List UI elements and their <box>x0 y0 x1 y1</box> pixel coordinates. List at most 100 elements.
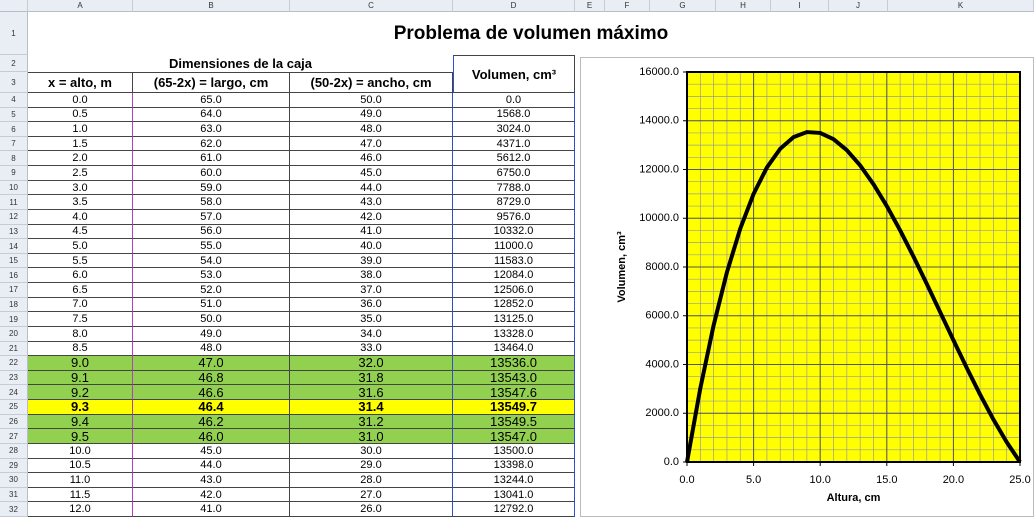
table-cell: 48.0 <box>290 122 453 137</box>
table-cell: 12.0 <box>28 502 133 517</box>
column-header: K <box>888 0 1034 12</box>
table-cell: 13500.0 <box>453 443 575 459</box>
table-cell: 10.5 <box>28 458 133 474</box>
table-cell: 46.0 <box>290 151 453 167</box>
row-header: 4 <box>0 93 28 108</box>
table-cell: 0.0 <box>28 93 133 108</box>
table-cell: 35.0 <box>290 312 453 327</box>
table-cell: 56.0 <box>133 224 290 240</box>
column-header: E <box>575 0 605 12</box>
table-cell: 8.0 <box>28 326 133 342</box>
table-cell: 29.0 <box>290 458 453 474</box>
table-cell: 45.0 <box>133 443 290 459</box>
table-cell: 9.4 <box>28 414 133 430</box>
table-cell: 26.0 <box>290 502 453 517</box>
row-header: 8 <box>0 151 28 167</box>
table-cell: 46.6 <box>133 385 290 401</box>
column-header: D <box>453 0 575 12</box>
table-cell: 46.4 <box>133 400 290 415</box>
table-cell: 5.5 <box>28 253 133 269</box>
table-cell: 11.0 <box>28 473 133 488</box>
column-title: (50-2x) = ancho, cm <box>290 72 453 93</box>
row-header: 22 <box>0 356 28 371</box>
row-header: 1 <box>0 12 28 55</box>
table-cell: 49.0 <box>133 326 290 342</box>
table-cell: 47.0 <box>133 356 290 371</box>
column-title: x = alto, m <box>28 72 133 93</box>
table-cell: 9.2 <box>28 385 133 401</box>
table-cell: 12792.0 <box>453 502 575 517</box>
table-cell: 13549.7 <box>453 400 575 415</box>
column-header: I <box>771 0 829 12</box>
table-cell: 8.5 <box>28 341 133 357</box>
table-cell: 49.0 <box>290 107 453 123</box>
table-cell: 42.0 <box>290 209 453 225</box>
y-tick-label: 2000.0 <box>645 407 679 419</box>
table-cell: 2.5 <box>28 166 133 181</box>
table-cell: 45.0 <box>290 166 453 181</box>
row-header: 3 <box>0 72 28 93</box>
table-cell: 6750.0 <box>453 166 575 181</box>
x-tick-label: 5.0 <box>746 474 761 486</box>
table-cell: 52.0 <box>133 283 290 298</box>
table-cell: 57.0 <box>133 209 290 225</box>
y-tick-label: 8000.0 <box>645 261 679 273</box>
table-cell: 12084.0 <box>453 268 575 284</box>
table-cell: 11583.0 <box>453 253 575 269</box>
table-cell: 38.0 <box>290 268 453 284</box>
row-header: 5 <box>0 107 28 123</box>
table-cell: 30.0 <box>290 443 453 459</box>
row-header: 10 <box>0 180 28 196</box>
row-header: 11 <box>0 195 28 210</box>
column-header: A <box>28 0 133 12</box>
table-cell: 55.0 <box>133 239 290 254</box>
table-cell: 13464.0 <box>453 341 575 357</box>
table-cell: 2.0 <box>28 151 133 167</box>
table-cell: 51.0 <box>133 297 290 313</box>
y-tick-label: 14000.0 <box>639 115 679 127</box>
x-tick-label: 25.0 <box>1009 474 1030 486</box>
row-header: 14 <box>0 239 28 254</box>
table-cell: 59.0 <box>133 180 290 196</box>
x-tick-label: 0.0 <box>679 474 694 486</box>
table-cell: 62.0 <box>133 136 290 152</box>
table-cell: 58.0 <box>133 195 290 210</box>
table-cell: 40.0 <box>290 239 453 254</box>
table-cell: 7788.0 <box>453 180 575 196</box>
row-header: 15 <box>0 253 28 269</box>
table-cell: 43.0 <box>290 195 453 210</box>
table-cell: 3.5 <box>28 195 133 210</box>
row-header: 9 <box>0 166 28 181</box>
table-cell: 48.0 <box>133 341 290 357</box>
table-cell: 37.0 <box>290 283 453 298</box>
table-cell: 11000.0 <box>453 239 575 254</box>
row-header: 29 <box>0 458 28 474</box>
table-cell: 0.0 <box>453 93 575 108</box>
x-tick-label: 10.0 <box>809 474 830 486</box>
table-cell: 7.0 <box>28 297 133 313</box>
table-cell: 9576.0 <box>453 209 575 225</box>
y-tick-label: 4000.0 <box>645 358 679 370</box>
table-cell: 9.0 <box>28 356 133 371</box>
table-cell: 39.0 <box>290 253 453 269</box>
table-cell: 11.5 <box>28 487 133 503</box>
table-cell: 33.0 <box>290 341 453 357</box>
x-axis-label: Altura, cm <box>827 492 881 504</box>
column-title: (65-2x) = largo, cm <box>133 72 290 93</box>
table-cell: 13244.0 <box>453 473 575 488</box>
table-cell: 31.2 <box>290 414 453 430</box>
table-cell: 31.4 <box>290 400 453 415</box>
table-cell: 0.5 <box>28 107 133 123</box>
table-cell: 60.0 <box>133 166 290 181</box>
table-cell: 44.0 <box>133 458 290 474</box>
y-tick-label: 6000.0 <box>645 310 679 322</box>
table-cell: 43.0 <box>133 473 290 488</box>
row-header: 17 <box>0 283 28 298</box>
table-cell: 42.0 <box>133 487 290 503</box>
table-cell: 46.2 <box>133 414 290 430</box>
table-cell: 54.0 <box>133 253 290 269</box>
row-header: 19 <box>0 312 28 327</box>
row-header: 12 <box>0 209 28 225</box>
row-header: 21 <box>0 341 28 357</box>
table-cell: 4.5 <box>28 224 133 240</box>
